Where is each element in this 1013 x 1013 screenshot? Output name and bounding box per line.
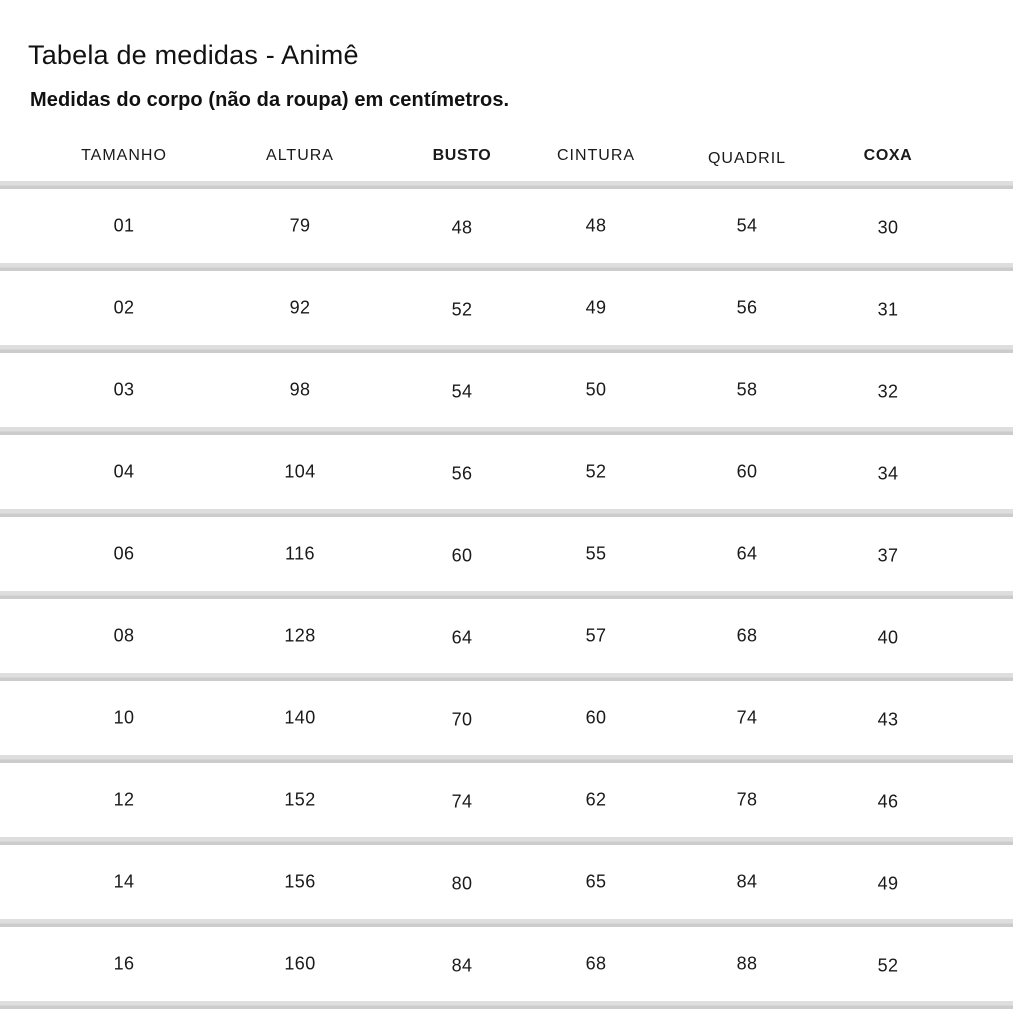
cell-tamanho: 08 bbox=[113, 625, 135, 646]
table-row: 10 140 70 60 74 43 bbox=[0, 681, 1013, 755]
table-row: 01 79 48 48 54 30 bbox=[0, 189, 1013, 263]
cell-coxa: 32 bbox=[877, 381, 899, 402]
cell-quadril: 56 bbox=[736, 297, 758, 318]
page-subtitle: Medidas do corpo (não da roupa) em centí… bbox=[30, 89, 510, 111]
row-divider bbox=[0, 1001, 1013, 1009]
cell-coxa: 49 bbox=[877, 873, 899, 894]
cell-quadril: 54 bbox=[736, 215, 758, 236]
table-row: 16 160 84 68 88 52 bbox=[0, 927, 1013, 1001]
cell-coxa: 43 bbox=[877, 709, 899, 730]
size-table: TAMANHO ALTURA BUSTO CINTURA QUADRIL COXA 01 7… bbox=[0, 131, 1013, 1009]
table-header-row: TAMANHO ALTURA BUSTO CINTURA QUADRIL COXA bbox=[0, 131, 1013, 181]
cell-busto: 56 bbox=[451, 463, 473, 484]
cell-busto: 64 bbox=[451, 627, 473, 648]
row-divider bbox=[0, 591, 1013, 599]
table-row: 06 116 60 55 64 37 bbox=[0, 517, 1013, 591]
cell-coxa: 34 bbox=[877, 463, 899, 484]
table-row: 04 104 56 52 60 34 bbox=[0, 435, 1013, 509]
cell-tamanho: 12 bbox=[113, 789, 135, 810]
cell-altura: 140 bbox=[284, 707, 316, 728]
cell-altura: 79 bbox=[289, 215, 311, 236]
table-row: 08 128 64 57 68 40 bbox=[0, 599, 1013, 673]
cell-quadril: 88 bbox=[736, 953, 758, 974]
cell-cintura: 55 bbox=[585, 543, 607, 564]
cell-quadril: 78 bbox=[736, 789, 758, 810]
cell-altura: 156 bbox=[284, 871, 316, 892]
cell-busto: 48 bbox=[451, 217, 473, 238]
row-divider bbox=[0, 919, 1013, 927]
cell-tamanho: 02 bbox=[113, 297, 135, 318]
cell-quadril: 84 bbox=[736, 871, 758, 892]
row-divider bbox=[0, 673, 1013, 681]
cell-quadril: 58 bbox=[736, 379, 758, 400]
cell-quadril: 64 bbox=[736, 543, 758, 564]
cell-busto: 70 bbox=[451, 709, 473, 730]
cell-quadril: 60 bbox=[736, 461, 758, 482]
cell-quadril: 68 bbox=[736, 625, 758, 646]
cell-tamanho: 16 bbox=[113, 953, 135, 974]
cell-coxa: 30 bbox=[877, 217, 899, 238]
row-divider bbox=[0, 263, 1013, 271]
cell-tamanho: 01 bbox=[113, 215, 135, 236]
row-divider bbox=[0, 427, 1013, 435]
cell-cintura: 57 bbox=[585, 625, 607, 646]
cell-altura: 128 bbox=[284, 625, 316, 646]
cell-altura: 116 bbox=[285, 543, 315, 564]
cell-coxa: 52 bbox=[877, 955, 899, 976]
cell-coxa: 46 bbox=[877, 791, 899, 812]
row-divider bbox=[0, 345, 1013, 353]
cell-cintura: 60 bbox=[585, 707, 607, 728]
table-row: 14 156 80 65 84 49 bbox=[0, 845, 1013, 919]
table-row: 02 92 52 49 56 31 bbox=[0, 271, 1013, 345]
cell-tamanho: 03 bbox=[113, 379, 135, 400]
table-row: 12 152 74 62 78 46 bbox=[0, 763, 1013, 837]
row-divider bbox=[0, 509, 1013, 517]
column-header-cintura: CINTURA bbox=[556, 147, 636, 164]
cell-cintura: 50 bbox=[585, 379, 607, 400]
cell-coxa: 31 bbox=[877, 299, 899, 320]
cell-busto: 52 bbox=[451, 299, 473, 320]
cell-coxa: 40 bbox=[877, 627, 899, 648]
cell-altura: 98 bbox=[289, 379, 311, 400]
cell-quadril: 74 bbox=[736, 707, 758, 728]
cell-busto: 80 bbox=[451, 873, 473, 894]
cell-tamanho: 14 bbox=[113, 871, 135, 892]
cell-altura: 92 bbox=[289, 297, 311, 318]
cell-coxa: 37 bbox=[877, 545, 899, 566]
cell-busto: 74 bbox=[451, 791, 473, 812]
cell-tamanho: 04 bbox=[113, 461, 135, 482]
cell-busto: 60 bbox=[451, 545, 473, 566]
row-divider bbox=[0, 181, 1013, 189]
column-header-altura: ALTURA bbox=[266, 147, 334, 164]
column-header-quadril: QUADRIL bbox=[707, 150, 787, 167]
cell-altura: 160 bbox=[284, 953, 316, 974]
cell-busto: 84 bbox=[451, 955, 473, 976]
cell-cintura: 48 bbox=[585, 215, 607, 236]
column-header-tamanho: TAMANHO bbox=[81, 147, 167, 164]
cell-altura: 152 bbox=[284, 789, 316, 810]
page-title: Tabela de medidas - Animê bbox=[28, 40, 359, 70]
cell-cintura: 68 bbox=[585, 953, 607, 974]
row-divider bbox=[0, 837, 1013, 845]
column-header-coxa: COXA bbox=[863, 147, 913, 164]
cell-altura: 104 bbox=[284, 461, 316, 482]
column-header-busto: BUSTO bbox=[432, 147, 492, 164]
cell-busto: 54 bbox=[451, 381, 473, 402]
cell-tamanho: 10 bbox=[113, 707, 135, 728]
cell-tamanho: 06 bbox=[113, 543, 135, 564]
table-row: 03 98 54 50 58 32 bbox=[0, 353, 1013, 427]
cell-cintura: 52 bbox=[585, 461, 607, 482]
cell-cintura: 65 bbox=[585, 871, 607, 892]
row-divider bbox=[0, 755, 1013, 763]
cell-cintura: 62 bbox=[585, 789, 607, 810]
table-body: 01 79 48 48 54 30 02 92 52 49 56 31 03 98 54 50 58 32 04 10… bbox=[0, 181, 1013, 1009]
cell-cintura: 49 bbox=[585, 297, 607, 318]
